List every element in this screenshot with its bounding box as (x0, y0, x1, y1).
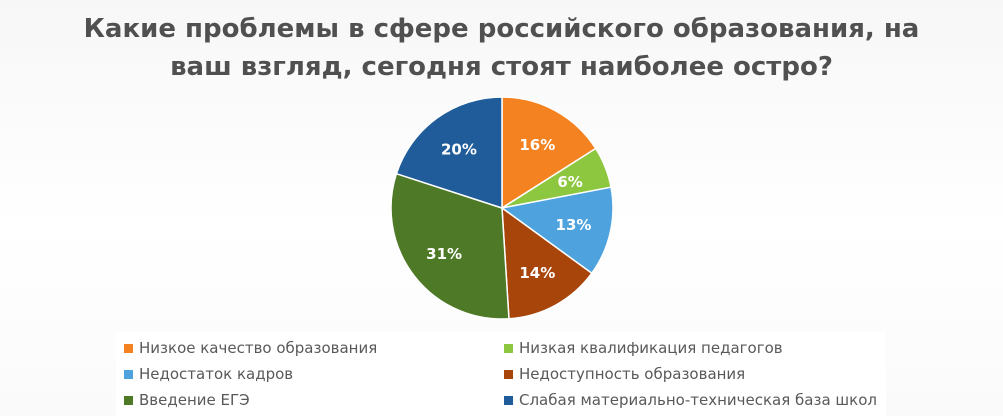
legend-item: Недостаток кадров (124, 364, 293, 384)
legend-swatch (504, 343, 513, 353)
legend-swatch (504, 395, 513, 405)
chart-title-line-1: Какие проблемы в сфере российского образ… (83, 14, 920, 44)
legend-label: Слабая материально-техническая база школ (519, 391, 877, 409)
pie-data-label: 6% (557, 173, 582, 191)
legend-label: Недостаток кадров (139, 365, 294, 383)
legend-label: Низкая квалификация педагогов (519, 339, 783, 357)
pie-data-label: 31% (426, 245, 462, 263)
pie-data-label: 16% (519, 136, 555, 154)
legend-swatch (124, 395, 133, 405)
legend-item: Низкое качество образования (124, 338, 377, 358)
legend-label: Недоступность образования (519, 365, 746, 383)
pie-data-label: 14% (519, 264, 555, 282)
legend-label: Введение ЕГЭ (139, 391, 250, 409)
pie-slice (501, 96, 597, 210)
pie-data-label: 20% (441, 141, 477, 159)
legend-label: Низкое качество образования (139, 339, 378, 357)
pie-data-label: 13% (556, 216, 592, 234)
legend-swatch (124, 369, 133, 379)
pie-slice (395, 96, 503, 210)
legend-swatch (124, 343, 133, 353)
chart-legend: Низкое качество образования Низкая квалиф… (116, 332, 886, 416)
chart-title: Какие проблемы в сфере российского образ… (0, 10, 1003, 86)
pie-slice (501, 206, 593, 320)
legend-item: Слабая материально-техническая база школ (504, 390, 877, 410)
pie-slice (390, 172, 510, 320)
legend-item: Недоступность образования (504, 364, 745, 384)
legend-swatch (504, 369, 513, 379)
legend-item: Низкая квалификация педагогов (504, 338, 783, 358)
chart-title-line-2: ваш взгляд, сегодня стоят наиболее остро… (170, 52, 833, 82)
pie-slice (500, 186, 614, 275)
legend-item: Введение ЕГЭ (124, 390, 250, 410)
